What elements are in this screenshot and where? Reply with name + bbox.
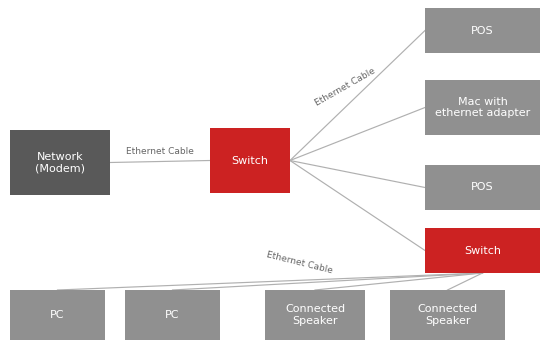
FancyBboxPatch shape — [125, 290, 220, 340]
Text: Ethernet Cable: Ethernet Cable — [266, 250, 334, 276]
Text: Ethernet Cable: Ethernet Cable — [314, 66, 377, 107]
Text: POS: POS — [471, 183, 494, 192]
FancyBboxPatch shape — [425, 80, 540, 135]
Text: Switch: Switch — [464, 245, 501, 256]
FancyBboxPatch shape — [210, 128, 290, 193]
FancyBboxPatch shape — [10, 130, 110, 195]
FancyBboxPatch shape — [425, 8, 540, 53]
FancyBboxPatch shape — [265, 290, 365, 340]
Text: Connected
Speaker: Connected Speaker — [418, 304, 478, 326]
Text: PC: PC — [50, 310, 65, 320]
FancyBboxPatch shape — [10, 290, 105, 340]
FancyBboxPatch shape — [425, 165, 540, 210]
FancyBboxPatch shape — [390, 290, 505, 340]
Text: Ethernet Cable: Ethernet Cable — [126, 146, 194, 155]
Text: Network
(Modem): Network (Modem) — [35, 152, 85, 173]
Text: POS: POS — [471, 26, 494, 35]
Text: PC: PC — [165, 310, 180, 320]
FancyBboxPatch shape — [425, 228, 540, 273]
Text: Connected
Speaker: Connected Speaker — [285, 304, 345, 326]
Text: Switch: Switch — [231, 155, 268, 166]
Text: Mac with
ethernet adapter: Mac with ethernet adapter — [435, 97, 530, 118]
